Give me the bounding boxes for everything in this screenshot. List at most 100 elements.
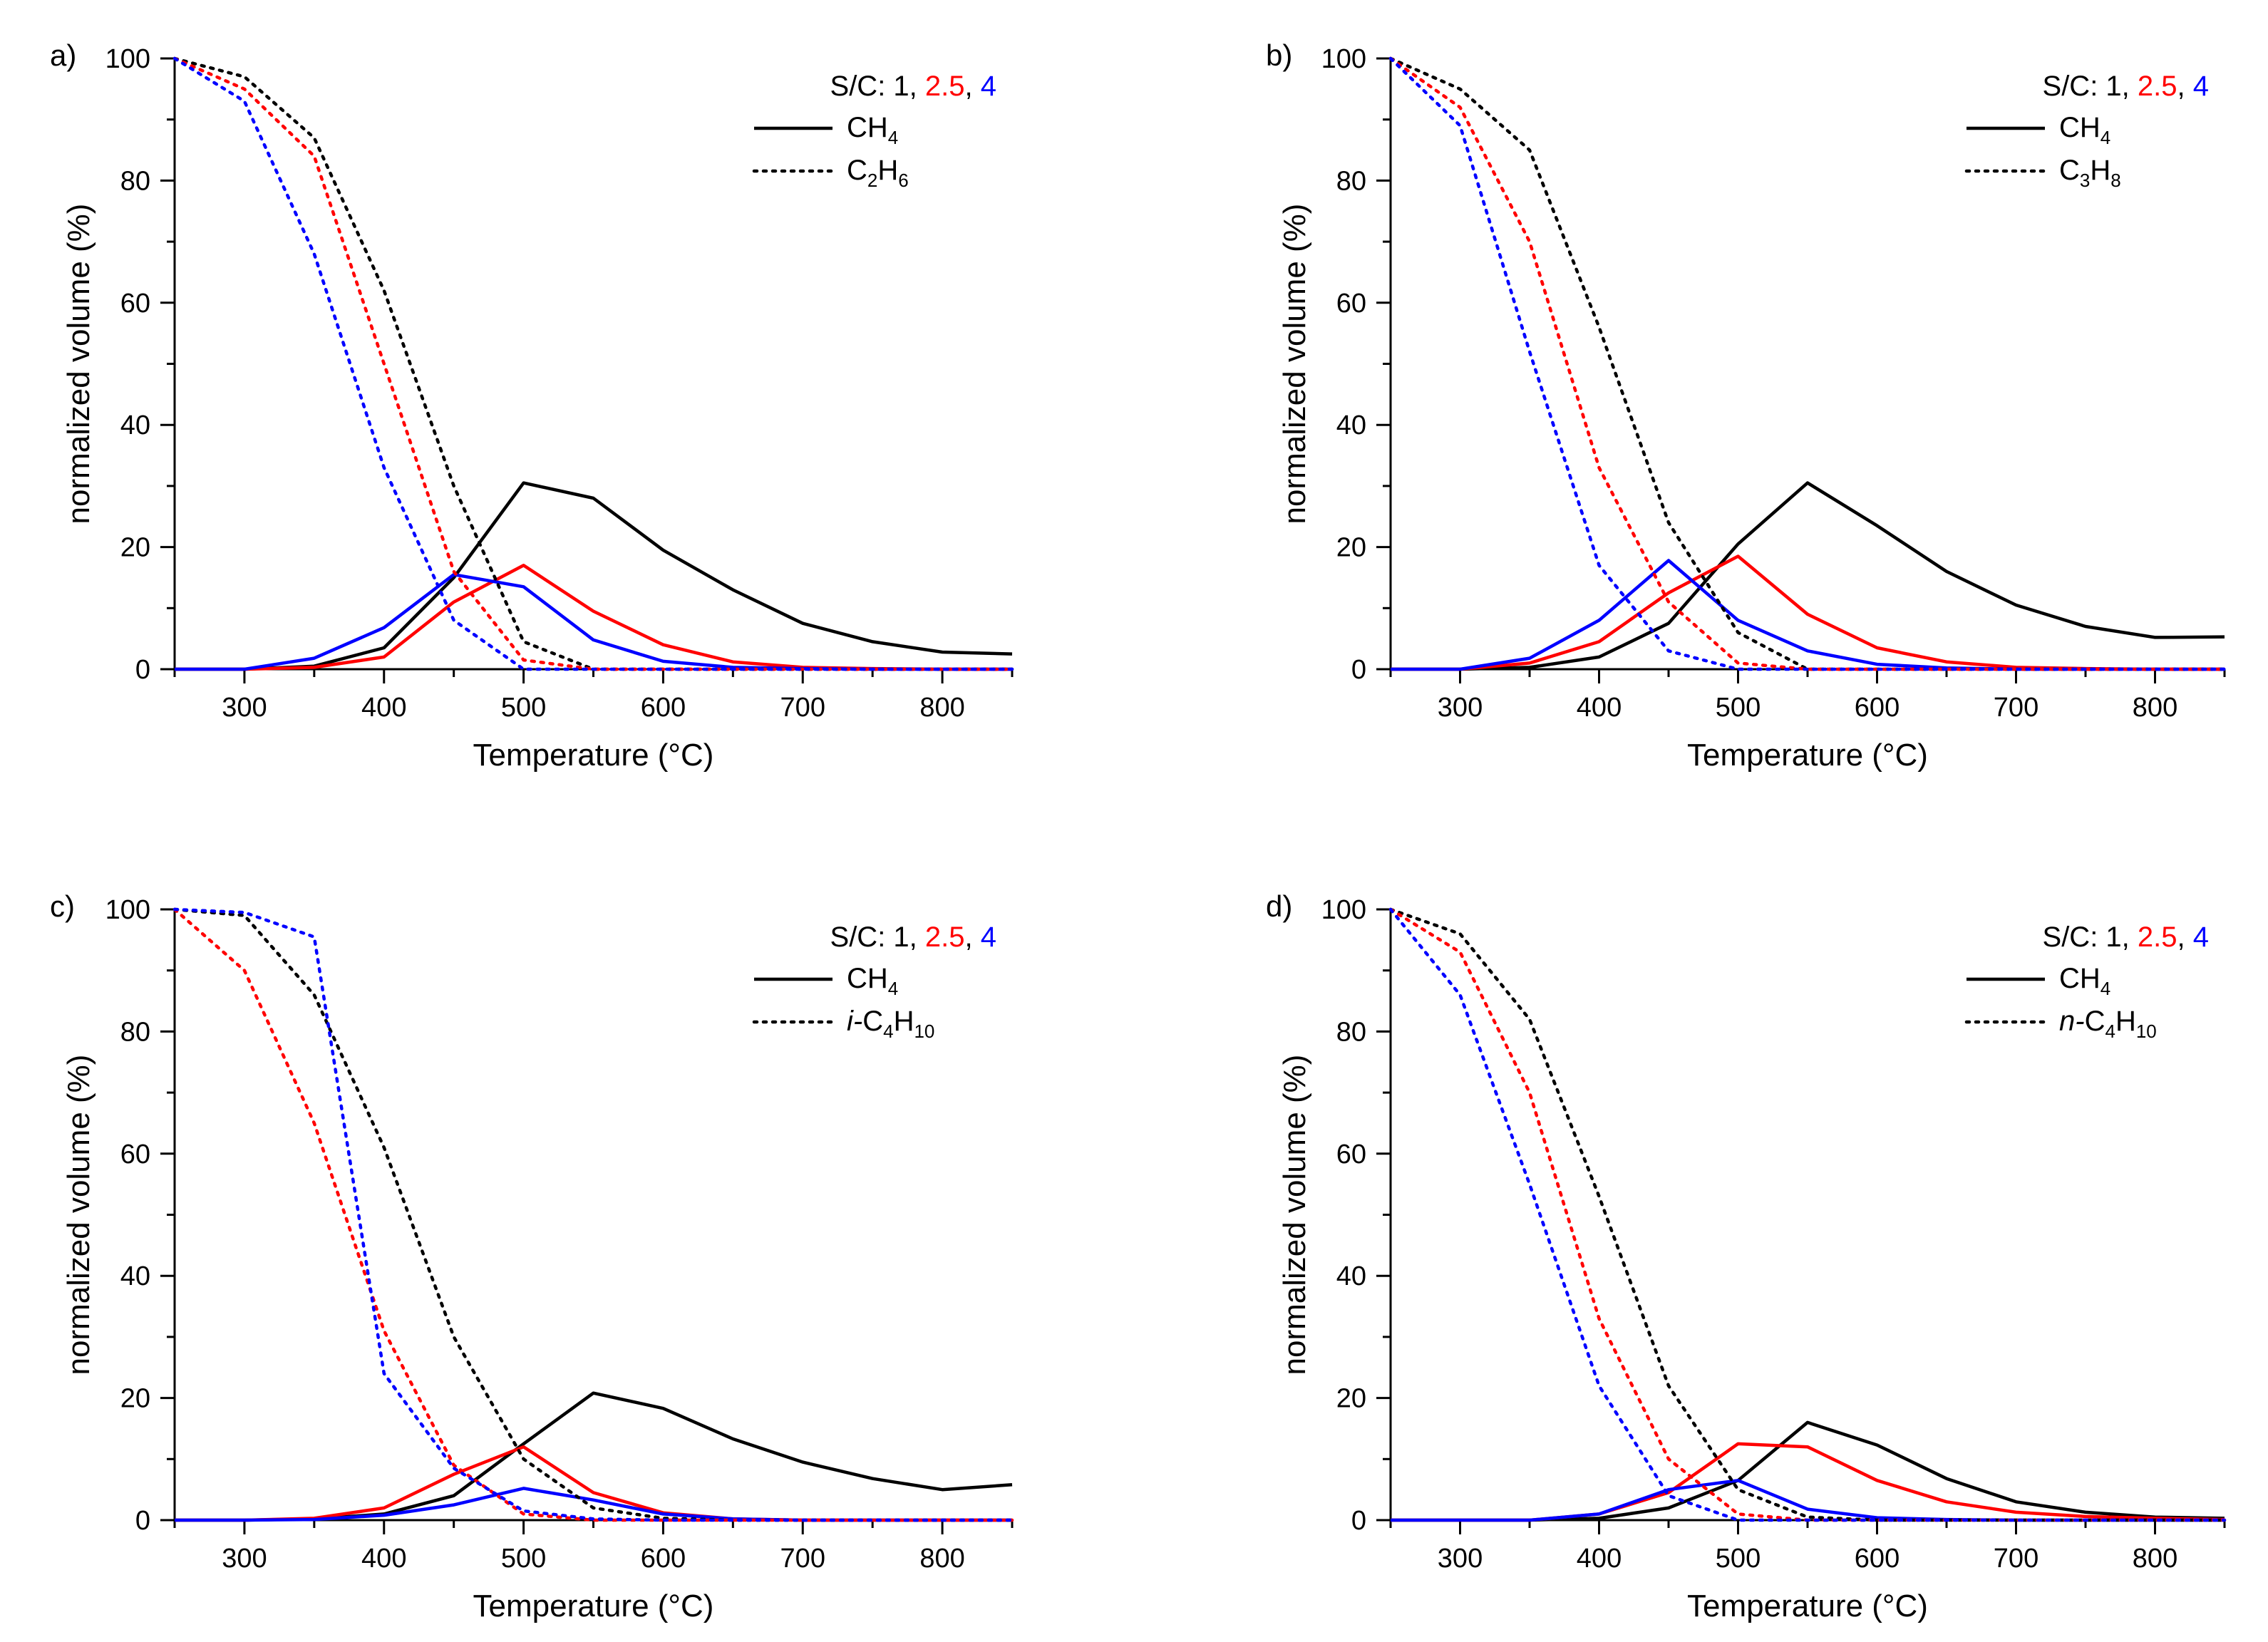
series-line-ch4-sc-2_5	[175, 564, 1012, 671]
legend-sc-value: 2.5	[2138, 921, 2177, 953]
legend-sc-value: 4	[981, 921, 996, 953]
legend-ch4-base: CH	[2059, 112, 2101, 143]
legend-ch4-subscript: 4	[2101, 127, 2110, 148]
series-line-feed-sc-4	[172, 907, 1014, 1522]
y-tick-label: 40	[120, 1261, 150, 1291]
y-tick-label: 60	[1336, 289, 1366, 319]
legend-sc-separator: ,	[2177, 921, 2193, 953]
x-tick-label: 300	[1438, 693, 1483, 723]
x-tick-label: 600	[641, 693, 686, 723]
legend-ch4-label: CH4	[847, 963, 898, 999]
legend-feed-element: H	[877, 155, 898, 186]
series-line-feed-sc-4	[172, 56, 1014, 671]
y-axis-title: normalized volume (%)	[1277, 1055, 1312, 1375]
legend-sc-value: 4	[981, 71, 996, 102]
x-tick-label: 500	[1716, 1544, 1761, 1574]
legend-feed-subscript: 2	[867, 170, 877, 191]
panel-b: b) 0 20 40 60 80 100 300 400 500 600 700 800 Temperat…	[1266, 38, 2227, 773]
legend-sc-value: 4	[2193, 921, 2209, 953]
legend-sc-separator: ,	[965, 921, 981, 953]
series-line-ch4-sc-1	[1391, 481, 2225, 671]
legend-sc-value: 2.5	[925, 71, 965, 102]
legend-sc-value: 1	[2105, 921, 2121, 953]
y-tick-label: 40	[1336, 1261, 1366, 1291]
legend-feed-element: C	[862, 1006, 883, 1037]
y-tick-label: 80	[1336, 1017, 1366, 1047]
legend-ch4-base: CH	[2059, 963, 2101, 994]
legend-feed-prefix: i-	[847, 1006, 862, 1037]
x-tick-label: 500	[501, 693, 546, 723]
legend-feed-label: i-C4H10	[847, 1006, 934, 1042]
legend-sc-label: S/C: 1, 2.5, 4	[2043, 921, 2209, 953]
series-line-feed-sc-1	[1388, 56, 2227, 671]
series-line-feed-sc-4	[1388, 56, 2227, 671]
y-axis-title: normalized volume (%)	[61, 1055, 96, 1375]
legend-ch4-subscript: 4	[2101, 978, 2110, 999]
legend-feed-element: C	[2059, 155, 2080, 186]
legend-feed-subscript: 10	[2136, 1021, 2157, 1042]
panel-label: b)	[1266, 38, 1292, 72]
x-axis-title: Temperature (°C)	[473, 1589, 714, 1623]
x-tick-label: 600	[641, 1544, 686, 1574]
y-tick-label: 0	[1351, 655, 1366, 685]
legend-sc-separator: ,	[2122, 71, 2138, 102]
panel-c: c) 0 20 40 60 80 100 300 400 500 600 700 800 Temperat…	[50, 889, 1014, 1623]
legend-sc-value: 2.5	[2138, 71, 2177, 102]
y-tick-label: 0	[1351, 1506, 1366, 1536]
x-axis-title: Temperature (°C)	[1687, 1589, 1928, 1623]
legend-ch4-base: CH	[847, 963, 888, 994]
y-tick-label: 100	[105, 44, 150, 74]
series-line-ch4-sc-1	[1391, 1420, 2225, 1522]
x-axis-title: Temperature (°C)	[1687, 738, 1928, 773]
legend-feed-element: H	[2090, 155, 2110, 186]
legend-sc-separator: ,	[909, 71, 925, 102]
legend-sc-separator: ,	[2177, 71, 2193, 102]
legend-sc-value: 2.5	[925, 921, 965, 953]
legend-sc-value: 1	[2105, 71, 2121, 102]
y-tick-label: 0	[135, 1506, 150, 1536]
x-tick-label: 800	[2133, 1544, 2177, 1574]
legend-feed-subscript: 4	[883, 1021, 893, 1042]
legend-feed-element: C	[2085, 1006, 2105, 1037]
y-tick-label: 60	[120, 1140, 150, 1169]
x-tick-label: 300	[222, 693, 267, 723]
x-tick-label: 400	[361, 1544, 406, 1574]
legend-sc-value: 1	[893, 921, 909, 953]
x-tick-label: 700	[780, 693, 825, 723]
series-line-ch4-sc-4	[175, 572, 1012, 671]
y-tick-label: 100	[1321, 895, 1366, 925]
y-tick-label: 100	[1321, 44, 1366, 74]
y-tick-label: 40	[1336, 410, 1366, 440]
x-tick-label: 800	[919, 693, 964, 723]
x-tick-label: 400	[361, 693, 406, 723]
legend-feed-subscript: 6	[898, 170, 908, 191]
legend-feed-subscript: 10	[914, 1021, 934, 1042]
y-tick-label: 20	[120, 533, 150, 563]
series-line-feed-sc-1	[172, 907, 1014, 1522]
y-tick-label: 60	[120, 289, 150, 319]
legend-ch4-label: CH4	[2059, 963, 2110, 999]
legend-feed-prefix: n-	[2059, 1006, 2085, 1037]
legend-sc-separator: ,	[965, 71, 981, 102]
legend-sc-value: 4	[2193, 71, 2209, 102]
series-line-feed-sc-1	[1388, 907, 2227, 1522]
x-tick-label: 500	[1716, 693, 1761, 723]
series-line-feed-sc-2_5	[172, 56, 1014, 671]
y-tick-label: 80	[120, 166, 150, 196]
legend-sc-value: 1	[893, 71, 909, 102]
x-tick-label: 700	[1994, 693, 2038, 723]
x-tick-label: 600	[1855, 1544, 1900, 1574]
legend-feed-element: H	[894, 1006, 914, 1037]
legend-feed-label: n-C4H10	[2059, 1006, 2157, 1042]
x-tick-label: 500	[501, 1544, 546, 1574]
legend-ch4-subscript: 4	[888, 978, 898, 999]
x-tick-label: 800	[2133, 693, 2177, 723]
series-line-feed-sc-4	[1388, 907, 2227, 1522]
legend-sc-prefix: S/C:	[830, 921, 894, 953]
y-tick-label: 20	[1336, 1384, 1366, 1414]
x-tick-label: 400	[1577, 1544, 1622, 1574]
legend-feed-subscript: 8	[2110, 170, 2120, 191]
